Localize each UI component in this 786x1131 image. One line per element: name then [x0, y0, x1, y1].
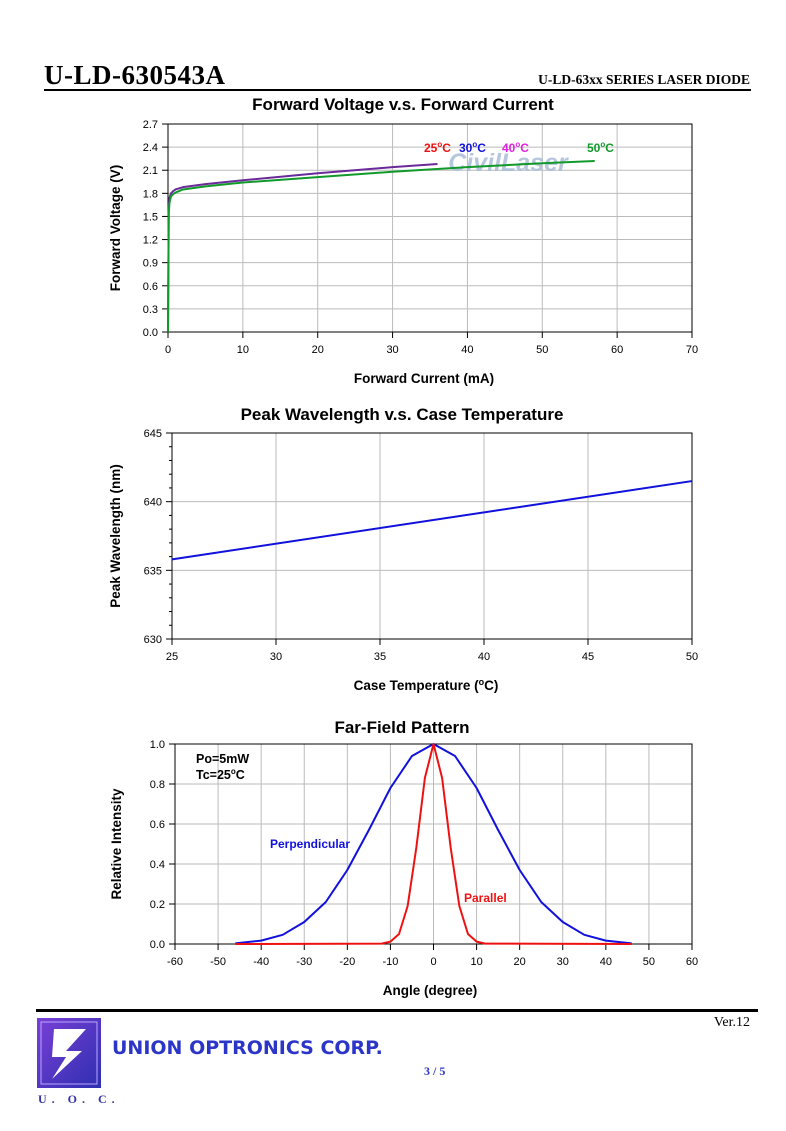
x-tick-label: 20 — [312, 344, 324, 356]
iv-x-axis-label: Forward Current (mA) — [354, 371, 494, 386]
x-tick-label: -50 — [210, 956, 226, 968]
series-line-1 — [235, 743, 632, 945]
y-tick-label: 0.9 — [143, 258, 158, 270]
y-tick-label: 630 — [144, 634, 162, 646]
wavelength-chart: Peak Wavelength v.s. Case Temperature 25… — [108, 405, 698, 693]
x-tick-label: 0 — [165, 344, 171, 356]
series-line-0 — [171, 480, 693, 561]
legend-40c: 40oC — [502, 140, 529, 155]
ff-annotation-temp: Tc=25oC — [196, 767, 245, 782]
legend-25c: 25oC — [424, 140, 451, 155]
footer-rule — [36, 1009, 758, 1012]
iv-y-ticks: 0.0 0.3 0.6 0.9 1.2 1.5 1.8 2.1 2.4 2.7 — [143, 119, 168, 339]
y-tick-label: 0.0 — [150, 939, 165, 951]
x-tick-label: -60 — [167, 956, 183, 968]
legend-50c: 50oC — [587, 140, 614, 155]
ff-grid — [175, 744, 692, 944]
ff-annotation-power: Po=5mW — [196, 752, 249, 766]
series-line-1 — [167, 159, 595, 333]
x-tick-label: -30 — [296, 956, 312, 968]
x-tick-label: -10 — [382, 956, 398, 968]
ff-x-axis-label: Angle (degree) — [383, 983, 478, 998]
x-tick-label: 45 — [582, 651, 594, 663]
wl-y-ticks: 630 635 640 645 — [144, 428, 172, 646]
y-tick-label: 645 — [144, 428, 162, 440]
wl-curve — [171, 480, 693, 561]
y-tick-label: 635 — [144, 565, 162, 577]
page-number: 3 / 5 — [424, 1064, 446, 1078]
x-tick-label: 25 — [166, 651, 178, 663]
wl-chart-title: Peak Wavelength v.s. Case Temperature — [241, 405, 564, 424]
iv-legend: 25oC 30oC 40oC 50oC — [424, 140, 614, 155]
y-tick-label: 640 — [144, 497, 162, 509]
wl-x-ticks: 25 30 35 40 45 50 — [166, 639, 698, 663]
series-title: U-LD-63xx SERIES LASER DIODE — [538, 72, 750, 87]
x-tick-label: 10 — [470, 956, 482, 968]
iv-grid — [168, 124, 692, 332]
y-tick-label: 0.6 — [150, 819, 165, 831]
x-tick-label: 50 — [643, 956, 655, 968]
x-tick-label: 70 — [686, 344, 698, 356]
far-field-chart: Far-Field Pattern -60 -50 -40 -30 -20 -10 0 10 2… — [109, 718, 698, 998]
ff-y-axis-label: Relative Intensity — [109, 788, 124, 900]
x-tick-label: 30 — [557, 956, 569, 968]
part-number: U-LD-630543A — [44, 60, 226, 90]
ff-label-parallel: Parallel — [464, 891, 507, 905]
x-tick-label: 40 — [600, 956, 612, 968]
ff-label-perpendicular: Perpendicular — [270, 837, 350, 851]
iv-chart: Forward Voltage v.s. Forward Current 0 10… — [108, 95, 698, 386]
y-tick-label: 1.0 — [150, 739, 165, 751]
x-tick-label: 40 — [461, 344, 473, 356]
company-logo-icon — [37, 1018, 101, 1088]
iv-x-ticks: 0 10 20 30 40 50 60 70 — [165, 332, 698, 356]
y-tick-label: 2.1 — [143, 165, 158, 177]
y-tick-label: 0.0 — [143, 327, 158, 339]
y-tick-label: 0.6 — [143, 281, 158, 293]
x-tick-label: 35 — [374, 651, 386, 663]
iv-y-axis-label: Forward Voltage (V) — [108, 165, 123, 292]
y-tick-label: 2.4 — [143, 142, 158, 154]
y-tick-label: 0.4 — [150, 859, 165, 871]
wl-grid — [172, 433, 692, 639]
ff-curves — [235, 743, 632, 945]
y-tick-label: 1.2 — [143, 235, 158, 247]
x-tick-label: 50 — [686, 651, 698, 663]
x-tick-label: 0 — [430, 956, 436, 968]
x-tick-label: 50 — [536, 344, 548, 356]
x-tick-label: -20 — [339, 956, 355, 968]
x-tick-label: 40 — [478, 651, 490, 663]
company-name: UNION OPTRONICS CORP. — [112, 1037, 383, 1059]
y-tick-label: 1.8 — [143, 188, 158, 200]
y-tick-label: 0.8 — [150, 779, 165, 791]
series-line-0 — [167, 163, 438, 333]
y-tick-label: 0.2 — [150, 899, 165, 911]
iv-chart-title: Forward Voltage v.s. Forward Current — [252, 95, 554, 114]
x-tick-label: 30 — [386, 344, 398, 356]
ff-x-ticks: -60 -50 -40 -30 -20 -10 0 10 20 30 40 50 60 — [167, 944, 698, 968]
y-tick-label: 2.7 — [143, 119, 158, 131]
iv-curves — [167, 159, 595, 333]
wl-x-axis-label: Case Temperature (oC) — [354, 677, 499, 693]
ff-chart-title: Far-Field Pattern — [334, 718, 469, 737]
x-tick-label: 60 — [611, 344, 623, 356]
x-tick-label: -40 — [253, 956, 269, 968]
wl-minor-ticks — [169, 446, 172, 626]
x-tick-label: 60 — [686, 956, 698, 968]
version-label: Ver.12 — [713, 1015, 750, 1030]
wl-plot-frame — [171, 432, 693, 640]
y-tick-label: 0.3 — [143, 304, 158, 316]
logo-text: U. O. C. — [38, 1092, 120, 1106]
wl-y-axis-label: Peak Wavelength (nm) — [108, 464, 123, 608]
x-tick-label: 20 — [514, 956, 526, 968]
legend-30c: 30oC — [459, 140, 486, 155]
x-tick-label: 30 — [270, 651, 282, 663]
iv-plot-frame — [167, 123, 693, 333]
x-tick-label: 10 — [237, 344, 249, 356]
header-rule — [44, 89, 751, 91]
ff-y-ticks: 0.0 0.2 0.4 0.6 0.8 1.0 — [150, 739, 175, 951]
y-tick-label: 1.5 — [143, 211, 158, 223]
